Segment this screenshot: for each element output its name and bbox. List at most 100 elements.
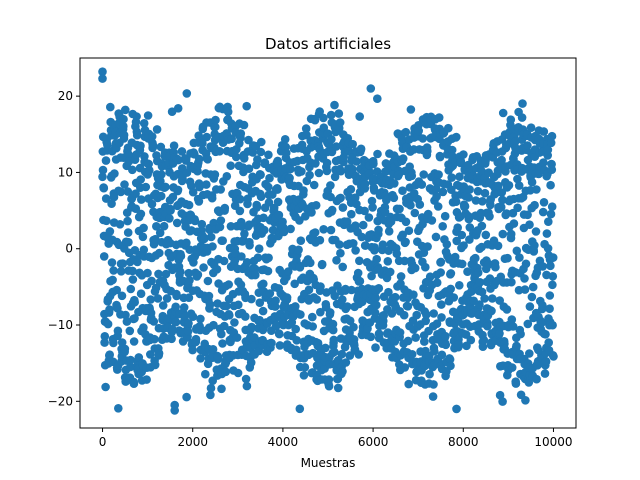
data-point xyxy=(349,239,358,248)
data-point xyxy=(491,262,500,272)
data-point xyxy=(370,243,379,252)
x-tick-label: 10000 xyxy=(534,435,572,449)
data-point xyxy=(176,267,185,277)
data-point xyxy=(410,208,420,218)
data-point xyxy=(409,290,418,300)
data-point xyxy=(374,284,384,293)
data-point xyxy=(401,237,410,247)
data-point xyxy=(464,193,473,202)
data-point xyxy=(218,339,227,348)
data-point xyxy=(546,138,556,148)
data-point xyxy=(259,213,268,223)
data-point xyxy=(452,236,462,246)
data-point xyxy=(475,278,485,287)
data-point xyxy=(271,296,280,306)
data-point xyxy=(480,188,490,198)
data-point xyxy=(541,357,551,366)
data-point xyxy=(459,150,468,159)
data-point xyxy=(120,344,130,354)
data-point xyxy=(414,126,424,136)
data-point xyxy=(435,152,445,162)
data-point xyxy=(546,209,556,219)
data-point xyxy=(227,134,236,144)
data-point xyxy=(169,141,179,150)
data-point xyxy=(336,166,346,176)
data-point xyxy=(400,363,410,372)
data-point xyxy=(247,322,256,332)
data-point xyxy=(184,293,194,303)
data-point xyxy=(326,110,336,120)
data-point xyxy=(301,124,311,133)
data-point xyxy=(210,170,220,179)
data-point xyxy=(389,193,399,203)
data-point xyxy=(417,180,427,189)
data-point xyxy=(329,335,339,345)
data-point xyxy=(128,275,138,284)
data-point xyxy=(137,195,146,204)
data-point xyxy=(136,289,146,299)
x-tick-label: 0 xyxy=(99,435,107,449)
data-point xyxy=(523,155,533,165)
data-point xyxy=(322,158,332,168)
data-point xyxy=(449,293,459,302)
data-point xyxy=(166,206,175,215)
data-point xyxy=(168,324,177,334)
data-point xyxy=(255,298,265,308)
y-tick-label: −10 xyxy=(48,318,73,332)
data-point xyxy=(203,276,213,286)
data-point xyxy=(429,380,438,389)
data-point xyxy=(338,295,347,304)
data-point xyxy=(460,202,470,211)
data-point xyxy=(539,198,549,207)
data-point xyxy=(316,282,325,291)
data-point xyxy=(130,314,139,323)
data-point xyxy=(512,246,522,256)
data-point xyxy=(403,302,413,311)
data-point xyxy=(502,305,512,314)
data-point xyxy=(173,185,183,195)
data-point xyxy=(355,112,365,121)
data-point xyxy=(141,182,151,192)
data-point xyxy=(525,349,534,358)
data-point xyxy=(147,132,157,141)
data-point xyxy=(113,326,123,336)
data-point xyxy=(546,261,555,271)
data-point xyxy=(398,154,408,163)
data-point xyxy=(284,267,293,276)
chart-title: Datos artificiales xyxy=(265,35,391,53)
data-point xyxy=(346,185,356,194)
data-point xyxy=(101,156,111,165)
data-point xyxy=(319,123,329,132)
data-point xyxy=(112,285,121,295)
data-point xyxy=(123,228,133,237)
data-point xyxy=(173,104,183,113)
data-point xyxy=(146,350,155,359)
data-point xyxy=(530,241,539,250)
data-point xyxy=(285,173,294,183)
data-point xyxy=(203,155,212,164)
data-point xyxy=(392,249,402,258)
data-point xyxy=(241,312,250,321)
data-point xyxy=(451,197,461,206)
data-point xyxy=(242,101,251,111)
data-point xyxy=(418,134,428,143)
data-point xyxy=(221,367,231,377)
data-point xyxy=(106,102,115,112)
x-tick-label: 6000 xyxy=(358,435,389,449)
data-point xyxy=(446,269,456,278)
data-point xyxy=(455,281,464,290)
data-point xyxy=(260,225,269,235)
data-point xyxy=(307,208,316,217)
data-point xyxy=(275,341,285,350)
data-point xyxy=(128,165,137,175)
data-point xyxy=(543,244,553,253)
data-point xyxy=(136,175,145,184)
data-point xyxy=(540,369,550,378)
data-point xyxy=(171,302,180,312)
data-point xyxy=(378,240,388,249)
data-point xyxy=(430,347,439,356)
data-point xyxy=(538,262,548,271)
data-point xyxy=(502,209,511,218)
data-point xyxy=(300,363,310,372)
data-point xyxy=(398,230,408,240)
